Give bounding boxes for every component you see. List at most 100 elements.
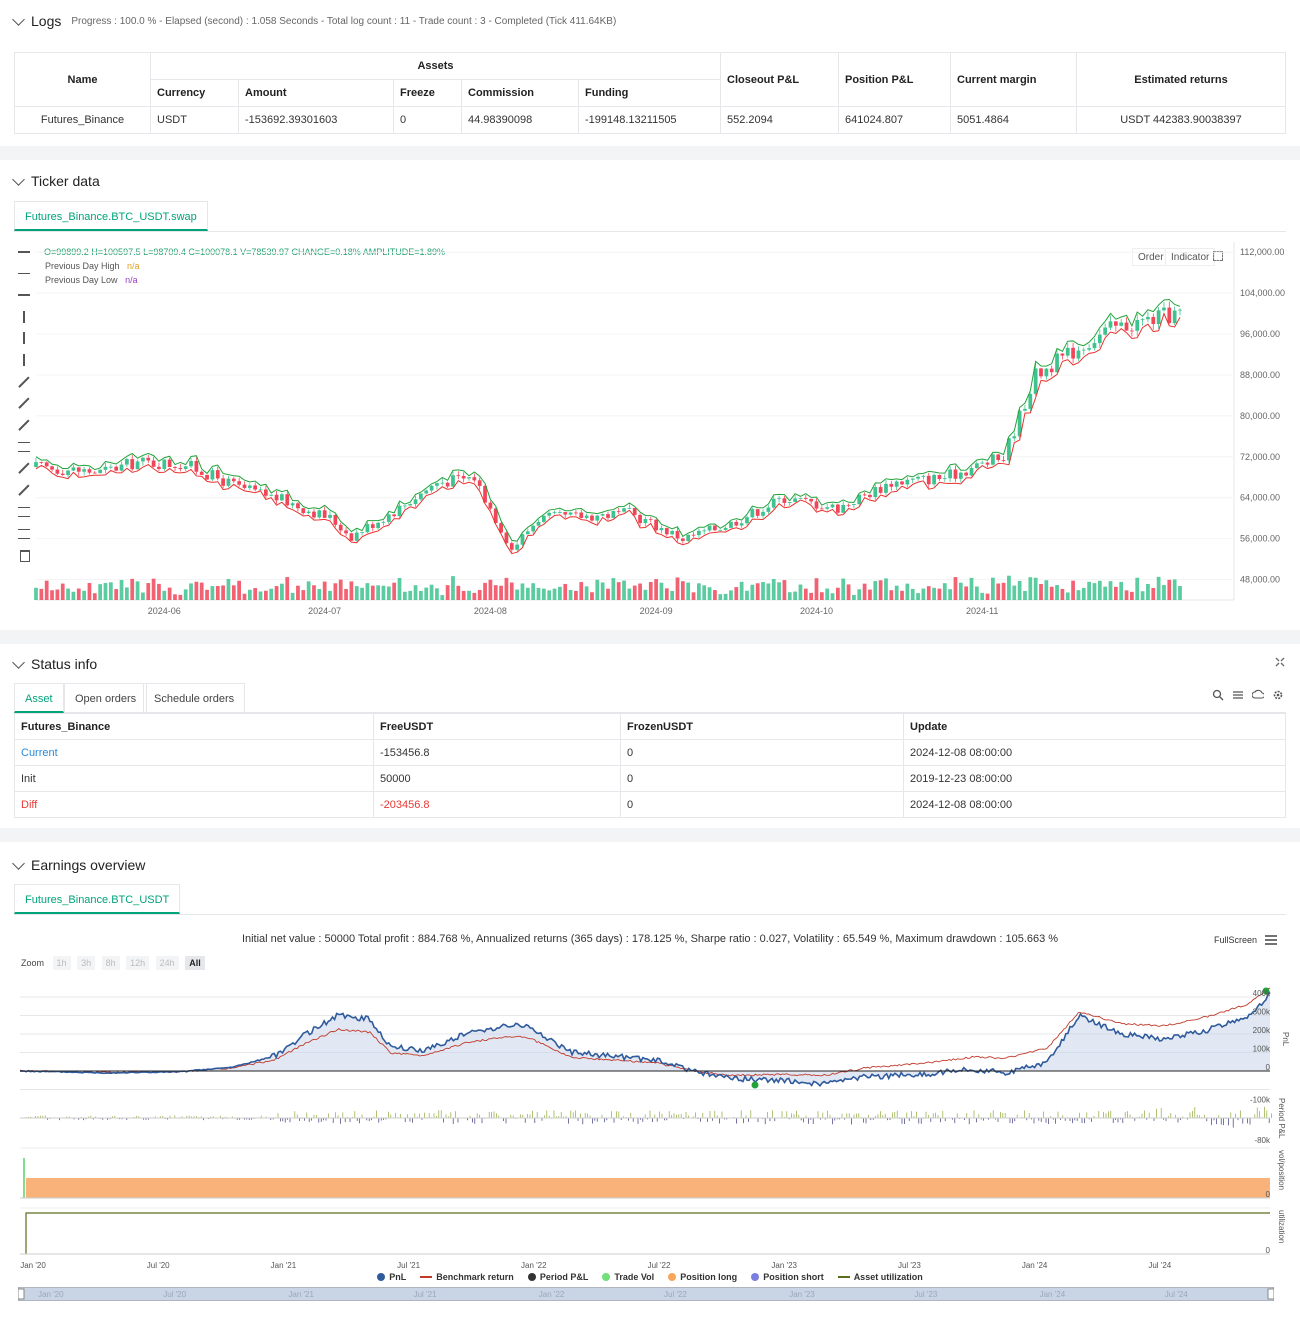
- candle-body: [227, 479, 231, 486]
- logs-header[interactable]: Logs Progress : 100.0 % - Elapsed (secon…: [14, 13, 616, 29]
- volume-bar: [724, 594, 728, 600]
- axis-label-period: Period P&L: [1277, 1098, 1286, 1139]
- legend-utilization[interactable]: Asset utilization: [838, 1272, 923, 1282]
- volume-bar: [1135, 578, 1139, 600]
- volume-bar: [88, 583, 92, 600]
- collapse-icon[interactable]: [1275, 656, 1285, 666]
- zoom-1h[interactable]: 1h: [53, 956, 71, 970]
- zoom-label: Zoom: [21, 958, 44, 968]
- navigator-label: Jul '24: [1165, 1290, 1188, 1299]
- candle-body: [456, 475, 460, 476]
- earnings-header[interactable]: Earnings overview: [14, 857, 145, 873]
- search-icon[interactable]: [1212, 689, 1224, 701]
- zoom-3h[interactable]: 3h: [77, 956, 95, 970]
- navigator-track[interactable]: [18, 1287, 1274, 1301]
- volume-bar: [799, 585, 803, 600]
- menu-icon[interactable]: [1265, 935, 1277, 945]
- volume-bar: [959, 583, 963, 600]
- volume-bar: [371, 586, 375, 600]
- volume-bar: [275, 586, 279, 600]
- gear-icon[interactable]: [1272, 689, 1284, 701]
- candle-body: [387, 514, 391, 521]
- range-navigator[interactable]: Jan '20 Jul '20 Jan '21 Jul '21 Jan '22 Jul '…: [18, 1287, 1274, 1301]
- candle-body: [590, 516, 594, 521]
- volume-bar: [414, 585, 418, 600]
- cloud-download-icon[interactable]: [1252, 689, 1264, 701]
- tab-ticker-symbol[interactable]: Futures_Binance.BTC_USDT.swap: [14, 201, 208, 231]
- legend-period[interactable]: Period P&L: [528, 1272, 589, 1282]
- earnings-summary: Initial net value : 50000 Total profit :…: [0, 933, 1300, 945]
- tab-earnings-symbol[interactable]: Futures_Binance.BTC_USDT: [14, 884, 180, 914]
- candle-body: [558, 512, 562, 513]
- time-tick-labels: 2024-06 2024-07 2024-08 2024-09 2024-10 2024-…: [148, 606, 999, 616]
- volume-bar: [879, 580, 883, 600]
- legend-pnl[interactable]: PnL: [377, 1272, 406, 1282]
- candle-body: [697, 531, 701, 535]
- pnl-min-marker: [752, 1082, 759, 1089]
- volume-bar: [339, 580, 343, 600]
- time-tick-label: Jan '22: [521, 1261, 547, 1270]
- candle-body: [1157, 310, 1161, 324]
- legend-trade-vol[interactable]: Trade Vol: [602, 1272, 654, 1282]
- table-row: Current -153456.8 0 2024-12-08 08:00:00: [15, 740, 1286, 766]
- volume-bar: [61, 584, 65, 600]
- candle-body: [339, 525, 343, 531]
- candle-body: [515, 545, 519, 550]
- candle-body: [216, 470, 220, 478]
- navigator-label: Jul '20: [163, 1290, 186, 1299]
- row-update: 2019-12-23 08:00:00: [904, 766, 1286, 792]
- fullscreen-button[interactable]: FullScreen: [1214, 935, 1257, 945]
- legend-position-short[interactable]: Position short: [751, 1272, 824, 1282]
- ticker-header[interactable]: Ticker data: [14, 173, 100, 189]
- candle-body: [868, 495, 872, 497]
- candles: [34, 302, 1182, 553]
- volume-bar: [692, 592, 696, 600]
- candle-body: [88, 469, 92, 472]
- navigator-right-handle[interactable]: [1268, 1289, 1274, 1299]
- time-tick-label: Jul '23: [898, 1261, 921, 1270]
- volume-bar: [72, 592, 76, 600]
- zoom-12h[interactable]: 12h: [126, 956, 149, 970]
- candle-body: [628, 508, 632, 509]
- volume-bar: [408, 591, 412, 600]
- chevron-down-icon: [12, 13, 25, 26]
- candlestick-chart: 112,000.00104,000.0096,000.0088,000.0080…: [0, 236, 1300, 620]
- volume-bar: [617, 582, 621, 600]
- zoom-24h[interactable]: 24h: [156, 956, 179, 970]
- candle-body: [360, 532, 364, 533]
- candle-body: [622, 508, 626, 511]
- legend-position-long[interactable]: Position long: [668, 1272, 737, 1282]
- navigator-label: Jul '22: [664, 1290, 687, 1299]
- candle-body: [553, 512, 557, 513]
- candle-body: [970, 468, 974, 475]
- candle-body: [253, 485, 257, 489]
- volume-bar: [595, 580, 599, 600]
- time-tick-label: 2024-06: [148, 606, 181, 616]
- tab-asset[interactable]: Asset: [14, 683, 64, 713]
- navigator-left-handle[interactable]: [18, 1289, 24, 1299]
- volume-bar: [1093, 583, 1097, 600]
- volume-bar: [660, 583, 664, 600]
- list-icon[interactable]: [1232, 689, 1244, 701]
- candle-body: [435, 483, 439, 486]
- zoom-all[interactable]: All: [185, 956, 205, 970]
- tab-schedule-orders[interactable]: Schedule orders: [143, 683, 245, 713]
- zoom-8h[interactable]: 8h: [102, 956, 120, 970]
- tab-open-orders[interactable]: Open orders: [64, 683, 147, 713]
- status-header[interactable]: Status info: [14, 656, 97, 672]
- volume-bar: [424, 588, 428, 600]
- volume-bar: [168, 588, 172, 600]
- volume-bar: [259, 591, 263, 600]
- legend-benchmark[interactable]: Benchmark return: [420, 1272, 514, 1282]
- volume-bar: [1055, 585, 1059, 600]
- volume-bar: [1173, 579, 1177, 600]
- row-frozen: 0: [621, 792, 904, 818]
- volume-bar: [767, 583, 771, 600]
- candle-body: [248, 485, 252, 487]
- candle-body: [291, 503, 295, 505]
- volume-bar: [344, 589, 348, 600]
- candle-body: [975, 463, 979, 468]
- volume-bar: [943, 583, 947, 600]
- candle-body: [376, 523, 380, 528]
- volume-bar: [857, 589, 861, 600]
